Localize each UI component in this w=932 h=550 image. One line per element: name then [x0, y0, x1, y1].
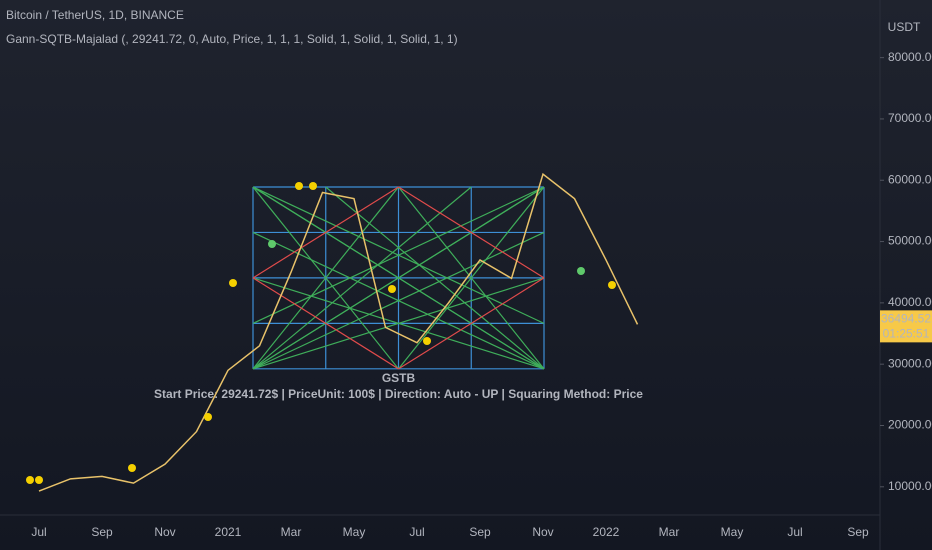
signal-dot: [309, 182, 317, 190]
countdown-label: 01:25:51: [883, 327, 930, 341]
y-tick-label: 80000.00: [888, 50, 932, 64]
gann-diamond: [398, 277, 545, 370]
signal-dot: [128, 464, 136, 472]
signal-dot: [388, 285, 396, 293]
y-tick-label: 70000.00: [888, 111, 932, 125]
y-tick-label: 50000.00: [888, 234, 932, 248]
signal-dot: [577, 267, 585, 275]
signal-dot: [608, 281, 616, 289]
x-tick-label: Mar: [281, 525, 302, 539]
y-tick-label: 40000.00: [888, 295, 932, 309]
y-tick-label: 20000.00: [888, 418, 932, 432]
symbol-title: Bitcoin / TetherUS, 1D, BINANCE: [6, 8, 184, 22]
x-tick-label: May: [343, 525, 366, 539]
x-tick-label: May: [721, 525, 744, 539]
indicator-title: Gann-SQTB-Majalad (, 29241.72, 0, Auto, …: [6, 32, 458, 46]
x-tick-label: Sep: [91, 525, 113, 539]
gann-label: GSTB: [382, 371, 416, 385]
x-tick-label: Jul: [409, 525, 424, 539]
y-tick-label: 10000.00: [888, 479, 932, 493]
gann-diamond: [252, 277, 399, 370]
gann-fan: [252, 186, 399, 370]
gann-fan: [398, 186, 545, 370]
signal-dot: [204, 413, 212, 421]
x-tick-label: Nov: [154, 525, 175, 539]
signal-dot: [229, 279, 237, 287]
gann-diamond: [252, 186, 399, 279]
x-tick-label: Sep: [469, 525, 491, 539]
gann-fan: [325, 186, 545, 370]
price-line: [38, 172, 639, 492]
x-tick-label: 2022: [593, 525, 620, 539]
x-tick-label: Sep: [847, 525, 869, 539]
signal-dot: [295, 182, 303, 190]
signal-dot: [35, 476, 43, 484]
gann-fan: [252, 186, 472, 370]
x-tick-label: 2021: [215, 525, 242, 539]
x-tick-label: Jul: [787, 525, 802, 539]
last-price-tag: [880, 310, 932, 343]
gann-info: Start Price: 29241.72$ | PriceUnit: 100$…: [154, 387, 643, 401]
gann-fan: [252, 186, 545, 324]
last-price-label: 36494.52: [881, 312, 931, 326]
signal-dot: [26, 476, 34, 484]
gann-fan: [252, 231, 545, 370]
x-tick-label: Jul: [31, 525, 46, 539]
gann-fan: [252, 186, 545, 370]
gann-fan: [252, 277, 545, 370]
x-tick-label: Nov: [532, 525, 553, 539]
y-tick-label: 30000.00: [888, 356, 932, 370]
signal-dot: [268, 240, 276, 248]
signal-dot: [423, 337, 431, 345]
currency-label: USDT: [888, 20, 921, 34]
x-tick-label: Mar: [659, 525, 680, 539]
gann-diamond: [398, 186, 545, 279]
y-tick-label: 60000.00: [888, 172, 932, 186]
